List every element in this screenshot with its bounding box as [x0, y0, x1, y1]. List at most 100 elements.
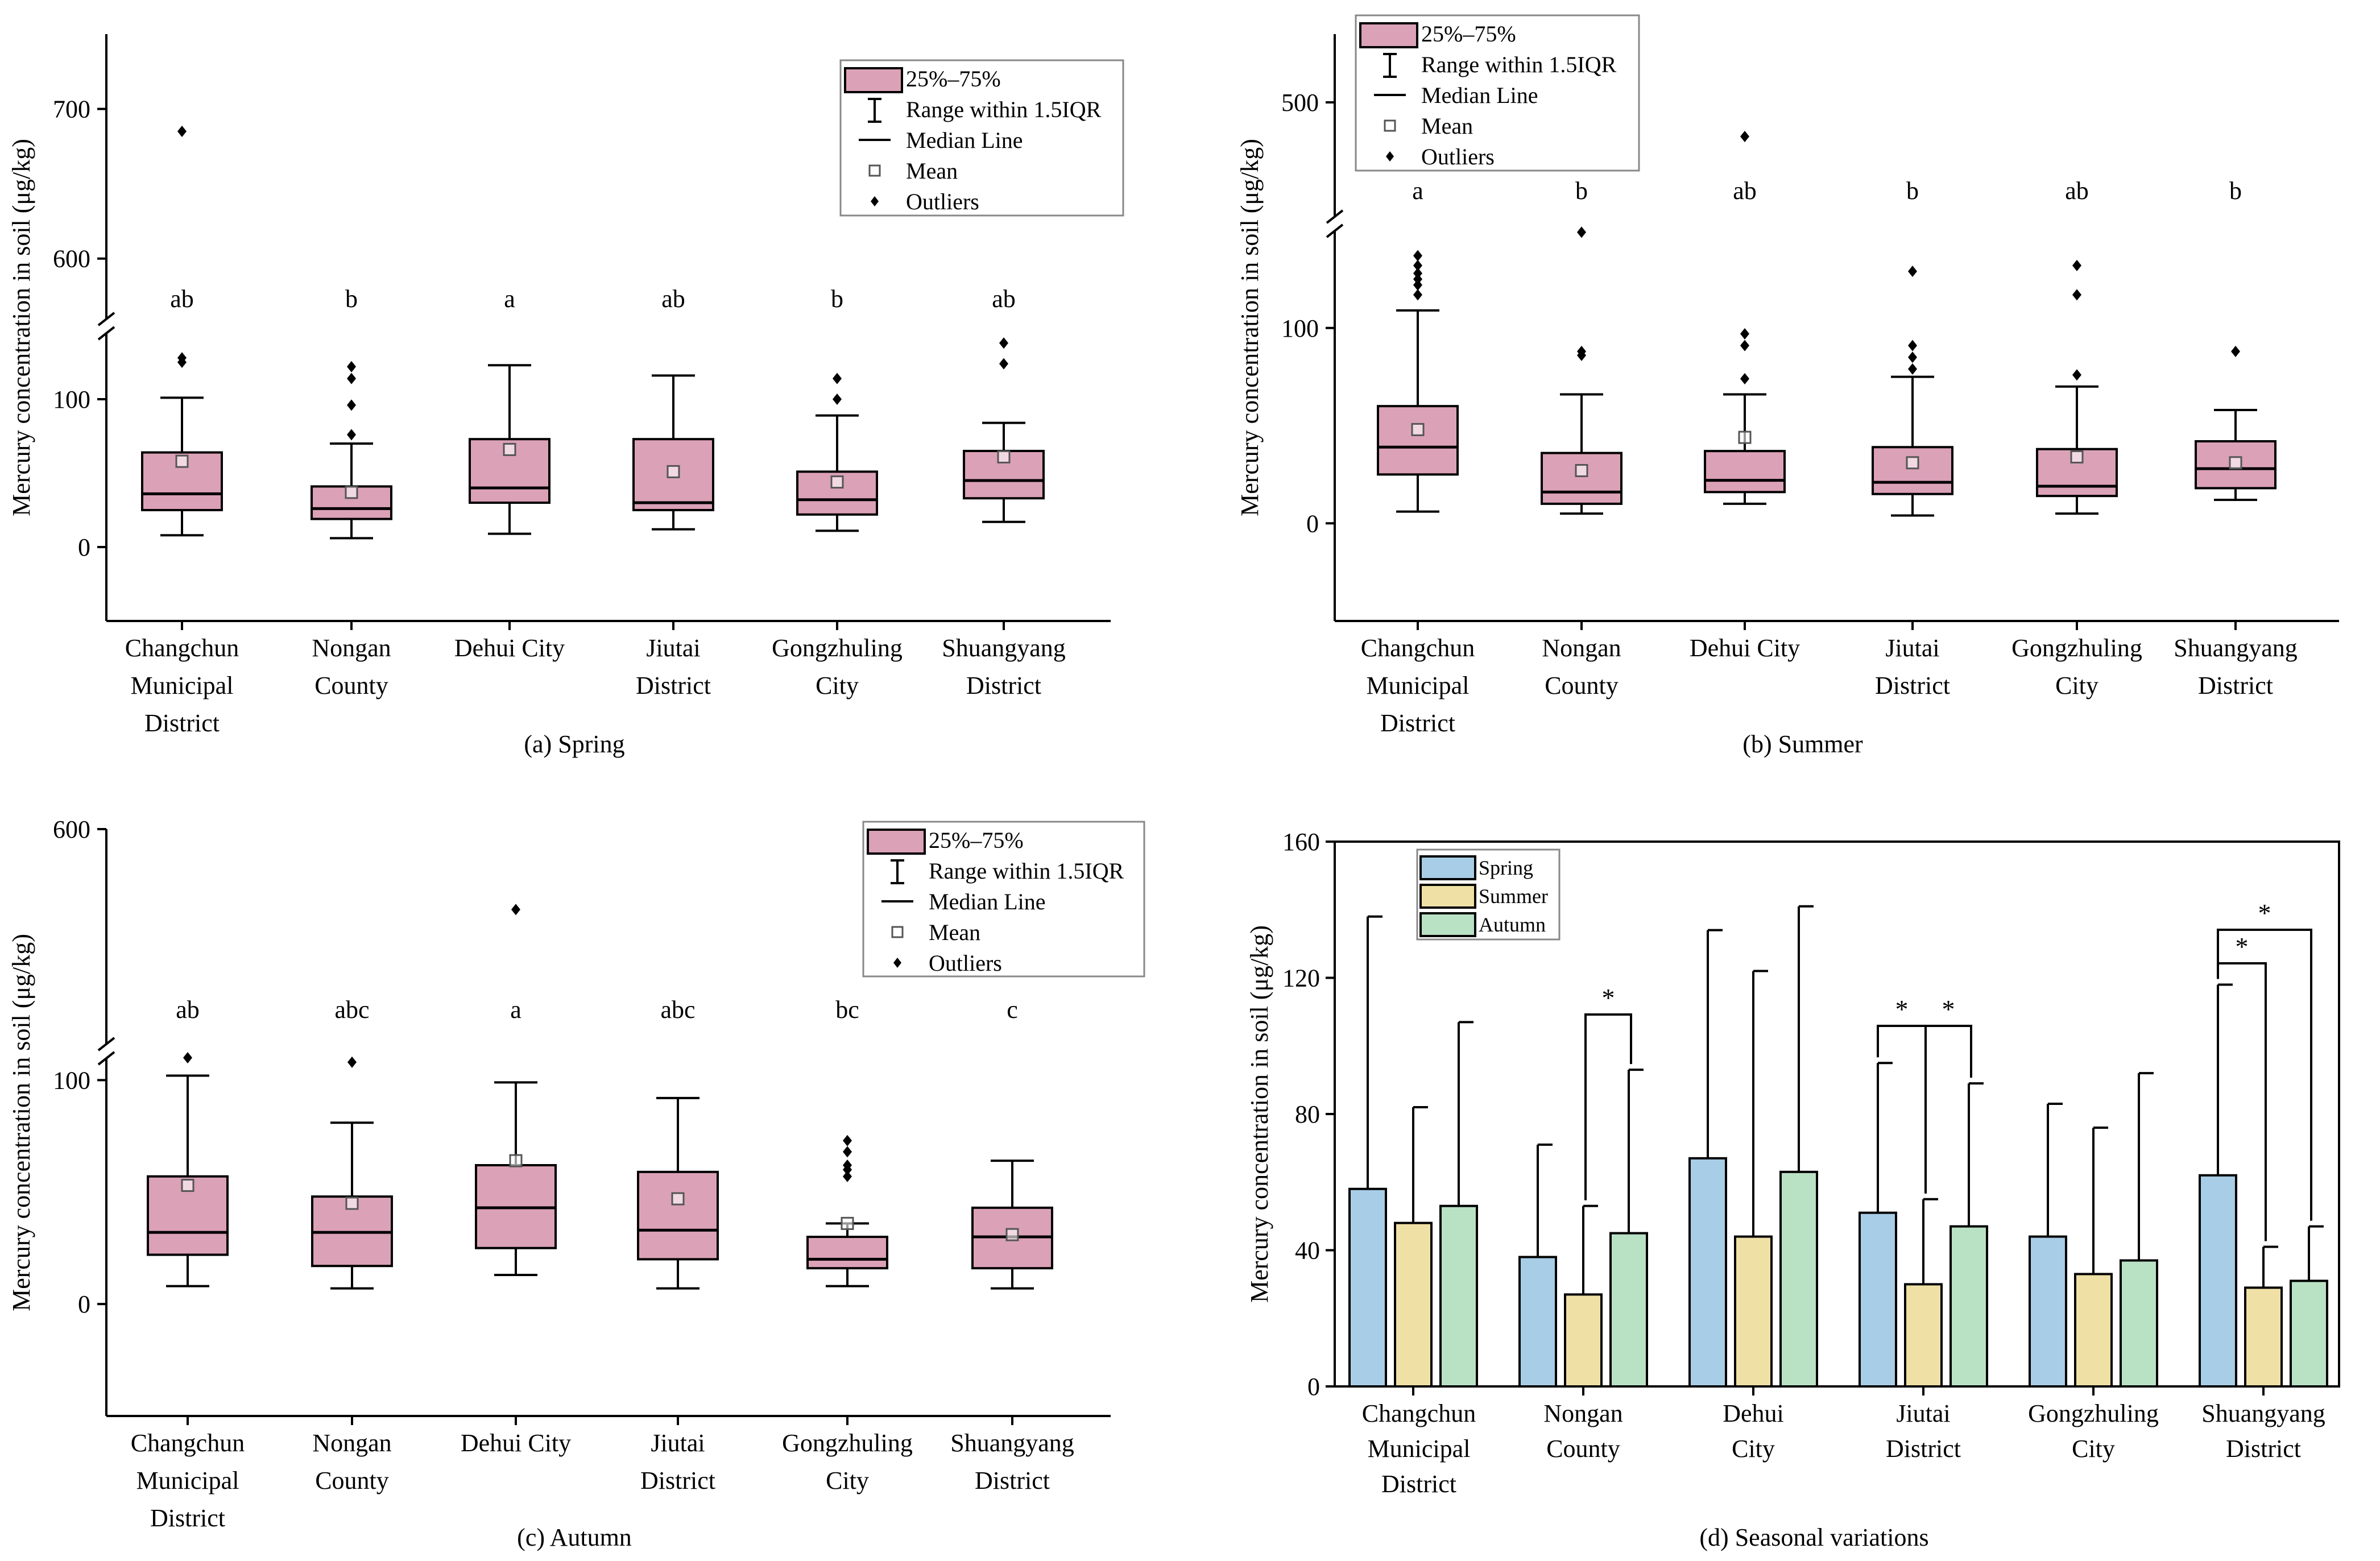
significance-star: * [1602, 983, 1615, 1012]
outlier-point [2231, 345, 2240, 357]
x-tick-label: District [975, 1467, 1050, 1494]
outlier-point [1413, 279, 1422, 291]
significance-letter: ab [176, 996, 200, 1024]
mean-marker [345, 1196, 359, 1210]
panel-spring-boxplot: 0 100 600 700 Mercury concentration in soil … [7, 34, 1124, 758]
bar-spring [2029, 1235, 2067, 1388]
outlier-point [1740, 328, 1749, 340]
significance-letter: b [1906, 177, 1919, 205]
legend-label: Median Line [1421, 82, 1538, 108]
y-tick-label: 120 [1282, 964, 1320, 992]
outlier-point [177, 352, 187, 364]
x-tick-label: Nongan [312, 1429, 391, 1457]
outlier-point [1413, 289, 1422, 301]
outlier-point [999, 358, 1008, 370]
mean-marker [841, 1216, 854, 1230]
outlier-point [1740, 373, 1749, 385]
y-tick-label: 600 [53, 815, 90, 843]
mean-marker [181, 1178, 194, 1192]
significance-letter: b [831, 285, 843, 313]
outlier-point [511, 904, 520, 916]
x-tick-label: Shuangyang [2201, 1399, 2325, 1427]
outlier-point [1908, 339, 1917, 351]
outlier-point [1577, 345, 1586, 357]
y-axis-label: Mercury concentration in soil (μg/kg) [1236, 139, 1264, 516]
x-tick-label: Shuangyang [942, 634, 1066, 662]
panel-summer-boxplot: 0 100 500 Mercury concentration in soil (μg… [1236, 14, 2339, 758]
x-tick-label: Nongan [1542, 634, 1621, 662]
x-tick-label: City [2055, 672, 2098, 699]
significance-letter: abc [334, 996, 369, 1024]
mean-marker [1005, 1228, 1019, 1241]
legend-label: Range within 1.5IQR [929, 858, 1124, 884]
outlier-point [1740, 339, 1749, 351]
outlier-point [1908, 351, 1917, 363]
outlier-point [1577, 226, 1586, 238]
significance-letter: ab [170, 285, 194, 313]
significance-letter: a [510, 996, 521, 1024]
x-tick-label: Nongan [1543, 1399, 1622, 1427]
outlier-point [177, 126, 187, 138]
legend-swatch-mean [868, 164, 881, 177]
significance-star: * [2258, 898, 2271, 928]
x-tick-label: District [1381, 1470, 1456, 1498]
significance-letter: b [2229, 177, 2242, 205]
significance-letter: a [1412, 177, 1423, 205]
legend-swatch-box [844, 67, 903, 93]
mean-marker [509, 1154, 523, 1167]
legend-label: Median Line [906, 127, 1023, 153]
iqr-box [1872, 446, 1953, 495]
bar-spring [1348, 1187, 1387, 1388]
bar-autumn [2120, 1259, 2158, 1388]
outlier-point [1413, 259, 1422, 271]
mean-marker [671, 1192, 685, 1206]
legend-label: Mean [929, 920, 980, 945]
legend-label: Range within 1.5IQR [1421, 52, 1617, 77]
outlier-point [347, 429, 356, 441]
legend-swatch-spring [1419, 855, 1476, 880]
iqr-box [1704, 450, 1786, 494]
outlier-point [1908, 363, 1917, 375]
axis-break-mark [97, 312, 115, 326]
panel-seasonal-barchart: 0 40 80 120 160 Mercury concentration in soil… [1245, 828, 2340, 1551]
bar-autumn [1609, 1232, 1648, 1388]
x-tick-label: Gongzhuling [772, 634, 903, 662]
legend-label: Outliers [1421, 144, 1495, 169]
y-tick-label: 100 [1281, 314, 1319, 342]
x-tick-label: Changchun [1361, 634, 1475, 662]
y-tick-label: 500 [1281, 89, 1319, 117]
y-axis-label: Mercury concentration in soil (μg/kg) [7, 139, 35, 516]
legend-label: Median Line [929, 889, 1046, 914]
x-tick-label: Municipal [131, 672, 234, 699]
y-tick-label: 600 [53, 245, 90, 273]
bar-autumn [1949, 1225, 1988, 1388]
outlier-point [843, 1146, 852, 1158]
y-tick-label: 0 [78, 1290, 90, 1318]
panel-caption: (d) Seasonal variations [1699, 1523, 1928, 1551]
legend-label: Outliers [929, 950, 1002, 976]
x-tick-label: County [315, 1467, 389, 1494]
outlier-point [2072, 289, 2081, 301]
legend-label: Range within 1.5IQR [906, 97, 1102, 122]
x-tick-label: Changchun [1362, 1399, 1476, 1427]
legend-swatch-outlier [871, 196, 879, 206]
legend-label: 25%–75% [929, 827, 1024, 853]
iqr-box [806, 1236, 888, 1270]
y-tick-label: 160 [1282, 828, 1320, 856]
x-tick-label: Municipal [1367, 672, 1470, 699]
x-tick-label: Municipal [136, 1467, 239, 1494]
significance-letter: abc [660, 996, 695, 1024]
legend-label: Mean [1421, 113, 1473, 139]
legend-swatch-mean [891, 926, 904, 938]
outlier-point [183, 1052, 192, 1063]
outlier-point [347, 1056, 357, 1068]
y-axis-label: Mercury concentration in soil (μg/kg) [7, 934, 35, 1311]
legend-label: Mean [906, 158, 958, 184]
legend-label: Spring [1479, 856, 1533, 879]
significance-bracket [1584, 1013, 1632, 1200]
significance-star: * [1895, 995, 1909, 1024]
x-tick-label: District [966, 672, 1041, 699]
bar-spring [1518, 1256, 1557, 1388]
outlier-point [833, 372, 842, 384]
